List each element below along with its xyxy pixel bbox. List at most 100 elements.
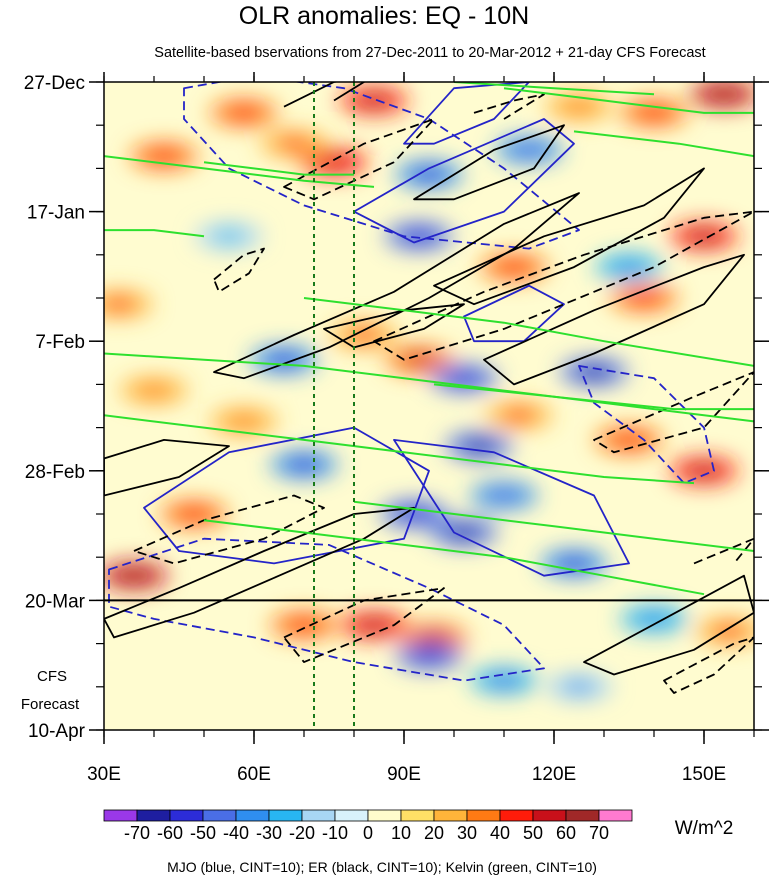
kelvin-contour-solid [203,519,705,596]
kelvin-contour-solid [104,352,754,423]
colorbar-label: 50 [523,823,543,843]
er-contour-solid [104,438,230,497]
mjo-contour-solid [393,438,630,577]
colorbar-swatch [136,809,171,822]
mjo-contour-solid [463,284,565,343]
anomaly-core-positive [613,432,645,447]
mjo-contour-dashed [108,537,545,682]
colorbar-label: -50 [190,823,216,843]
anomaly-core-negative [513,142,545,157]
colorbar-label: 10 [391,823,411,843]
er-contour-dashed [213,247,265,293]
chart-title: OLR anomalies: EQ - 10N [239,2,529,30]
anomaly-core-negative [578,365,610,380]
anomaly-core-positive [498,260,530,275]
x-tick-label: 120E [532,764,576,785]
anomaly-core-positive [104,297,135,312]
colorbar-swatch [235,809,270,822]
colorbar-swatch [367,809,402,822]
colorbar-label: -70 [124,823,150,843]
er-contour-dashed [283,118,435,201]
colorbar-swatch [532,809,567,822]
kelvin-contour-solid [353,500,754,552]
anomaly-core-negative [413,167,445,182]
colorbar-label: -40 [223,823,249,843]
colorbar-swatch [433,809,468,822]
anomaly-core-positive [228,414,260,429]
er-contour-dashed [473,93,545,120]
anomaly-core-positive [278,136,310,151]
colorbar-label: -60 [157,823,183,843]
er-contour-dashed [283,587,445,663]
anomaly-core-positive [178,507,210,521]
anomaly-core-positive [348,328,380,343]
anomaly-core-negative [558,556,590,571]
anomaly-core-negative [488,488,520,503]
anomaly-core-positive [713,624,745,639]
x-tick-label: 150E [682,764,726,785]
x-tick-label: 90E [387,764,421,785]
er-contour-solid [433,167,705,306]
kelvin-contour-solid [104,414,695,485]
colorbar-swatch [202,809,237,822]
anomaly-core-negative [488,673,520,688]
colorbar-swatch [565,809,600,822]
er-contour-solid [283,82,366,108]
colorbar: -70 -60 -50 -40 -30 -20 -10 0 10 20 30 40 50 60 70 [103,809,633,843]
chart-subtitle: Satellite-based bservations from 27-Dec-… [154,45,705,61]
er-contour-dashed [373,210,754,361]
x-tick-label: 60E [237,764,271,785]
kelvin-contour-solid [303,297,754,367]
colorbar-swatch [334,809,369,822]
colorbar-label: 60 [556,823,576,843]
anomaly-core-positive [688,463,720,478]
y-tick-label: 7-Feb [35,332,85,353]
colorbar-label: -20 [289,823,315,843]
colorbar-label: 0 [363,823,373,843]
anomaly-core-positive [148,149,180,164]
anomaly-core-negative [213,229,245,244]
x-tick-label: 30E [87,764,121,785]
anomaly-core-positive [688,229,720,244]
anomaly-core-positive [138,383,170,398]
colorbar-label: 30 [457,823,477,843]
y-tick-label: 17-Jan [27,203,85,224]
plot-area [104,82,754,730]
anomaly-core-negative [448,371,480,386]
anomaly-core-positive [638,105,670,120]
mjo-contour-dashed [183,82,580,250]
anomaly-core-negative [288,457,320,472]
y-tick-label: 27-Dec [24,73,85,94]
forecast-label-line1: CFS [37,668,67,685]
er-contour-solid [213,192,580,380]
er-contour-dashed [693,537,754,565]
er-contour-solid [413,124,565,201]
kelvin-contour-solid [503,87,754,114]
er-contour-dashed [663,636,754,694]
y-tick-label: 10-Apr [28,721,86,742]
colorbar-swatch [268,809,303,822]
colorbar-label: -10 [322,823,348,843]
contour-lines [104,82,754,694]
anomaly-core-positive [318,155,350,170]
y-tick-label: 28-Feb [25,462,85,483]
colorbar-swatch [301,809,336,822]
anomaly-core-positive [628,291,660,305]
anomaly-field [104,82,754,701]
anomaly-core-negative [613,260,645,275]
plot-frame [103,81,755,731]
er-contour-dashed [593,371,754,454]
mjo-contour-solid [143,426,430,565]
mjo-contour-dashed [578,364,715,485]
colorbar-swatch [499,809,534,822]
er-contour-solid [323,303,465,349]
mjo-contour-solid [353,118,575,244]
kelvin-contour-solid [104,155,375,188]
colorbar-swatch [169,809,204,822]
colorbar-label: -30 [256,823,282,843]
contour-caption: MJO (blue, CINT=10); ER (black, CINT=10)… [167,859,597,875]
anomaly-core-positive [708,87,740,102]
colorbar-swatch [103,809,138,822]
colorbar-label: 40 [490,823,510,843]
anomaly-core-positive [118,568,150,583]
